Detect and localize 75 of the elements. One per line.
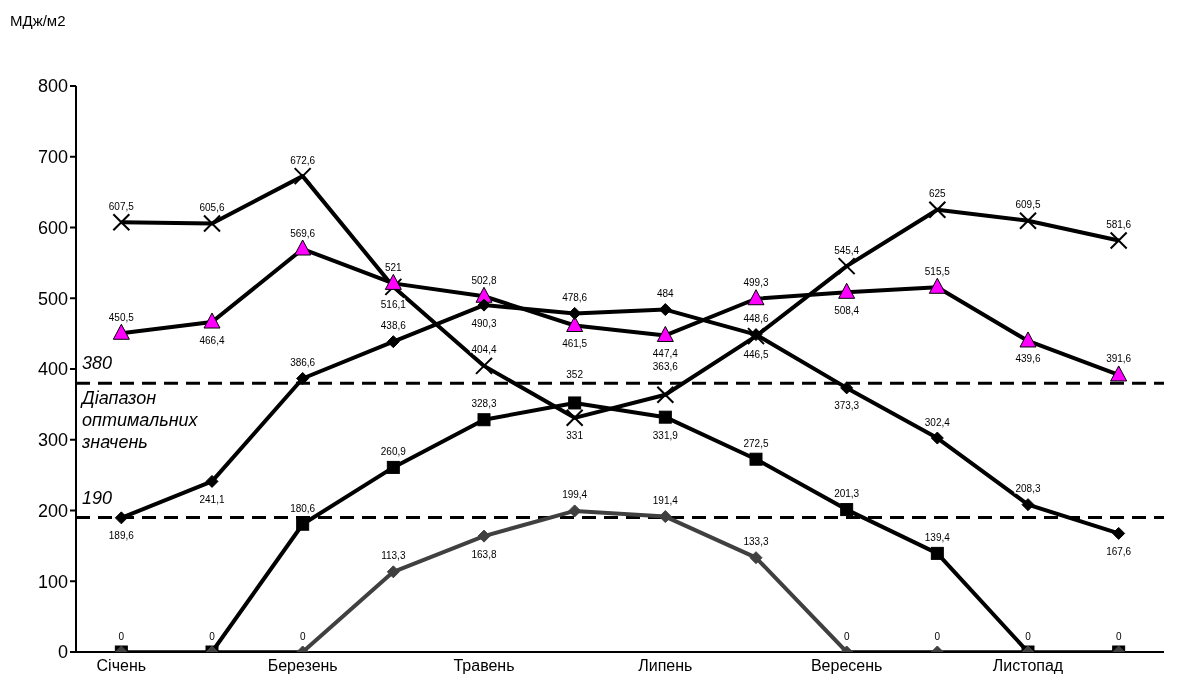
data-label: 189,6 [108, 530, 135, 542]
data-label: 446,5 [743, 348, 769, 360]
data-label: 502,8 [471, 274, 497, 286]
data-label: 607,5 [108, 200, 135, 212]
annotation: Діапазон оптимальних значень [82, 387, 199, 454]
y-tick-label: 100 [37, 571, 68, 592]
data-label: 139,4 [924, 531, 951, 543]
data-label: 133,3 [743, 536, 769, 548]
data-label: 331,9 [652, 429, 679, 441]
data-label: 605,6 [199, 202, 225, 214]
y-axis-title: МДж/м2 [10, 12, 66, 29]
data-label: 521 [384, 261, 403, 273]
data-label: 484 [656, 288, 675, 300]
data-label: 478,6 [562, 291, 588, 303]
x-tick-label: Листопад [992, 657, 1064, 675]
data-label: 302,4 [924, 416, 951, 428]
ref-line-label: 380 [82, 353, 113, 375]
data-label: 438,6 [380, 320, 407, 332]
data-label: 490,3 [471, 317, 497, 329]
data-label: 515,5 [924, 265, 951, 277]
data-label: 499,3 [743, 277, 769, 289]
y-tick-label: 300 [37, 430, 68, 451]
y-tick-label: 200 [37, 500, 68, 521]
y-tick-label: 500 [37, 288, 68, 309]
data-label: 201,3 [834, 488, 860, 500]
data-label: 352 [566, 369, 584, 381]
x-tick-label: Березень [267, 657, 338, 675]
data-label: 466,4 [199, 334, 225, 346]
data-label: 0 [299, 630, 306, 642]
data-label: 569,6 [290, 227, 316, 239]
y-tick-label: 800 [37, 76, 68, 97]
data-label: 163,8 [471, 548, 497, 560]
data-label: 208,3 [1015, 483, 1041, 495]
data-label: 447,4 [652, 347, 679, 359]
data-label: 448,6 [743, 313, 769, 325]
data-label: 331 [566, 430, 584, 442]
data-label: 508,4 [834, 304, 860, 316]
x-tick-label: Липень [638, 657, 693, 675]
data-label: 328,3 [471, 398, 497, 410]
y-tick-label: 400 [37, 359, 68, 380]
y-tick-label: 0 [57, 642, 68, 663]
data-label: 516,1 [380, 299, 407, 311]
data-label: 260,9 [380, 445, 407, 457]
x-tick-label: Вересень [810, 657, 883, 675]
data-label: 373,3 [834, 400, 860, 412]
data-label: 0 [118, 630, 125, 642]
data-label: 180,6 [290, 502, 316, 514]
data-label: 450,5 [108, 311, 135, 323]
data-label: 461,5 [562, 337, 588, 349]
ref-line-label: 190 [82, 487, 113, 509]
data-label: 113,3 [381, 550, 406, 562]
data-label: 0 [843, 630, 850, 642]
data-label: 241,1 [199, 493, 225, 505]
data-label: 191,4 [652, 495, 679, 507]
data-label: 672,6 [290, 154, 316, 166]
data-label: 167,6 [1106, 545, 1132, 557]
data-label: 0 [1115, 630, 1122, 642]
data-label: 609,5 [1015, 199, 1041, 211]
x-tick-label: Травень [453, 657, 515, 675]
data-label: 199,4 [562, 489, 588, 501]
data-label: 439,6 [1015, 353, 1041, 365]
data-label: 386,6 [290, 356, 316, 368]
x-tick-label: Січень [96, 657, 147, 675]
data-label: 272,5 [743, 437, 769, 449]
data-label: 391,6 [1106, 353, 1132, 365]
data-label: 625 [928, 188, 947, 200]
y-tick-label: 700 [37, 147, 68, 168]
y-tick-label: 600 [37, 217, 68, 238]
data-label: 0 [1025, 630, 1032, 642]
data-label: 545,4 [834, 244, 860, 256]
data-label: 363,6 [652, 361, 679, 373]
data-label: 404,4 [471, 344, 497, 356]
data-label: 581,6 [1106, 219, 1132, 231]
data-label: 0 [934, 630, 941, 642]
data-label: 0 [209, 630, 216, 642]
